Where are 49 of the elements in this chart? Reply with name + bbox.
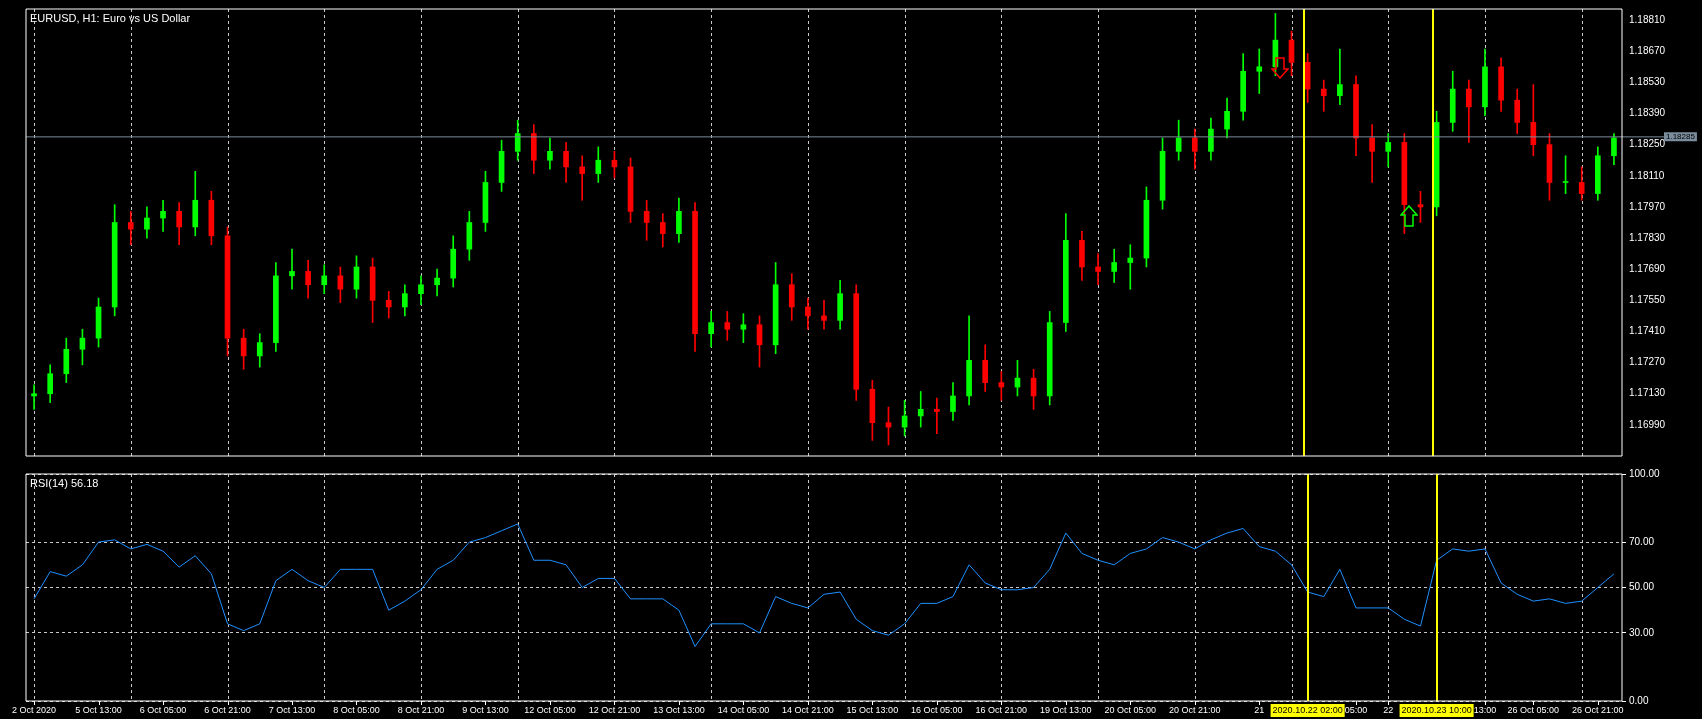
x-tick-label: 16 Oct 21:00 <box>975 705 1028 716</box>
y-tick-label: 1.17270 <box>1629 356 1666 368</box>
x-tick-label: 26 Oct 21:00 <box>1572 705 1624 716</box>
y-tick-label: 1.18110 <box>1629 169 1665 181</box>
x-tick-label: 6 Oct 21:00 <box>204 705 251 716</box>
y-tick-label: 30.00 <box>1629 626 1655 638</box>
y-tick-label: 50.00 <box>1629 581 1655 593</box>
y-tick-label: 70.00 <box>1629 535 1655 547</box>
y-tick-label: 1.18250 <box>1629 138 1666 150</box>
y-tick-label: 1.18670 <box>1629 45 1666 56</box>
x-tick-label: 6 Oct 05:00 <box>139 705 187 716</box>
x-tick-label: 20 Oct 05:00 <box>1104 705 1157 716</box>
x-tick-label: 5 Oct 13:00 <box>75 705 122 716</box>
y-tick-label: 1.17690 <box>1629 262 1666 274</box>
y-tick-label: 1.17830 <box>1629 231 1666 243</box>
y-tick-label: 1.17970 <box>1629 200 1666 212</box>
x-tick-label: 05:00 <box>1344 705 1368 716</box>
y-tick-label: 1.16990 <box>1629 418 1666 430</box>
y-tick-label: 1.18810 <box>1629 13 1666 25</box>
x-tick-label: 20 Oct 21:00 <box>1169 705 1221 716</box>
y-tick-label: 1.18530 <box>1629 76 1666 88</box>
y-tick-label: 1.17130 <box>1629 387 1666 399</box>
y-tick-label: 100.00 <box>1629 467 1661 479</box>
x-tick-label: 7 Oct 13:00 <box>268 705 316 716</box>
x-tick-label: 12 Oct 21:00 <box>588 705 641 716</box>
chart-title: EURUSD, H1: Euro vs US Dollar <box>30 11 191 24</box>
x-tick-label: 13 Oct 13:00 <box>653 705 705 716</box>
x-tick-label: 22 <box>1383 705 1394 716</box>
x-tick-label: 13:00 <box>1473 705 1497 716</box>
y-tick-label: 0.00 <box>1629 694 1649 706</box>
x-tick-label: 2020.10.23 10:00 <box>1401 705 1472 716</box>
x-tick-label: 15 Oct 13:00 <box>846 705 899 716</box>
x-tick-label: 2020.10.22 02:00 <box>1272 705 1343 716</box>
x-tick-label: 12 Oct 05:00 <box>524 705 576 716</box>
y-tick-label: 1.18390 <box>1629 107 1666 119</box>
chart-title: RSI(14) 56.18 <box>30 476 99 489</box>
x-tick-label: 14 Oct 05:00 <box>717 705 770 716</box>
x-tick-label: 9 Oct 13:00 <box>462 705 509 716</box>
x-tick-label: 14 Oct 21:00 <box>782 705 834 716</box>
x-tick-label: 2 Oct 2020 <box>12 705 57 716</box>
x-tick-label: 19 Oct 13:00 <box>1040 705 1092 716</box>
x-tick-label: 26 Oct 05:00 <box>1507 705 1560 716</box>
y-tick-label: 1.17550 <box>1629 294 1666 306</box>
x-tick-label: 21 <box>1254 705 1265 716</box>
x-tick-label: 16 Oct 05:00 <box>911 705 963 716</box>
y-tick-label: 1.17410 <box>1629 325 1666 337</box>
ref-line-label: 1.18285 <box>1666 132 1696 142</box>
x-tick-label: 8 Oct 05:00 <box>333 705 380 716</box>
x-tick-label: 8 Oct 21:00 <box>397 705 445 716</box>
